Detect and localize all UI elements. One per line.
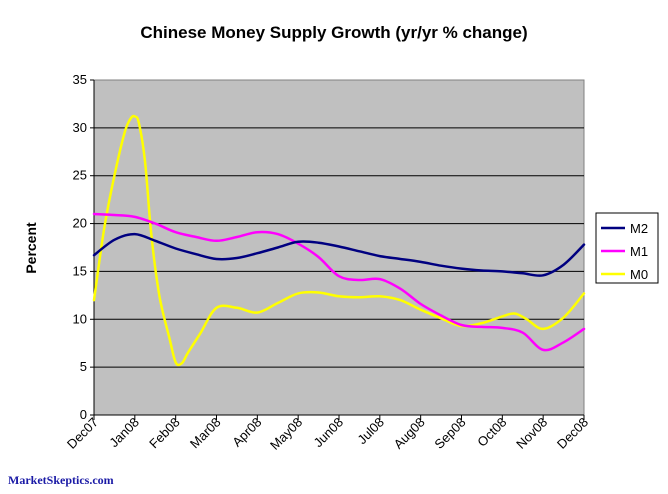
legend: M2 M1 M0 xyxy=(595,212,659,284)
y-tick-labels: 0 5 10 15 20 25 30 35 xyxy=(73,72,94,422)
legend-label-m0: M0 xyxy=(630,267,648,282)
series-lines xyxy=(92,114,586,367)
legend-label-m2: M2 xyxy=(630,221,648,236)
series-line-m2 xyxy=(92,232,586,277)
series-line-m0 xyxy=(92,114,586,367)
y-tick-label: 15 xyxy=(73,263,87,278)
y-tick-label: 0 xyxy=(80,407,87,422)
legend-box xyxy=(595,212,659,284)
credit-text: MarketSkeptics.com xyxy=(8,473,114,487)
y-tick-label: 30 xyxy=(73,120,87,135)
y-tick-label: 20 xyxy=(73,216,87,231)
y-tick-label: 25 xyxy=(73,168,87,183)
chart-title: Chinese Money Supply Growth (yr/yr % cha… xyxy=(140,23,527,42)
y-axis-label: Percent xyxy=(23,222,39,274)
y-tick-label: 5 xyxy=(80,359,87,374)
y-tick-label: 35 xyxy=(73,72,87,87)
legend-label-m1: M1 xyxy=(630,244,648,259)
series-line-m1 xyxy=(92,212,586,352)
y-tick-label: 10 xyxy=(73,311,87,326)
